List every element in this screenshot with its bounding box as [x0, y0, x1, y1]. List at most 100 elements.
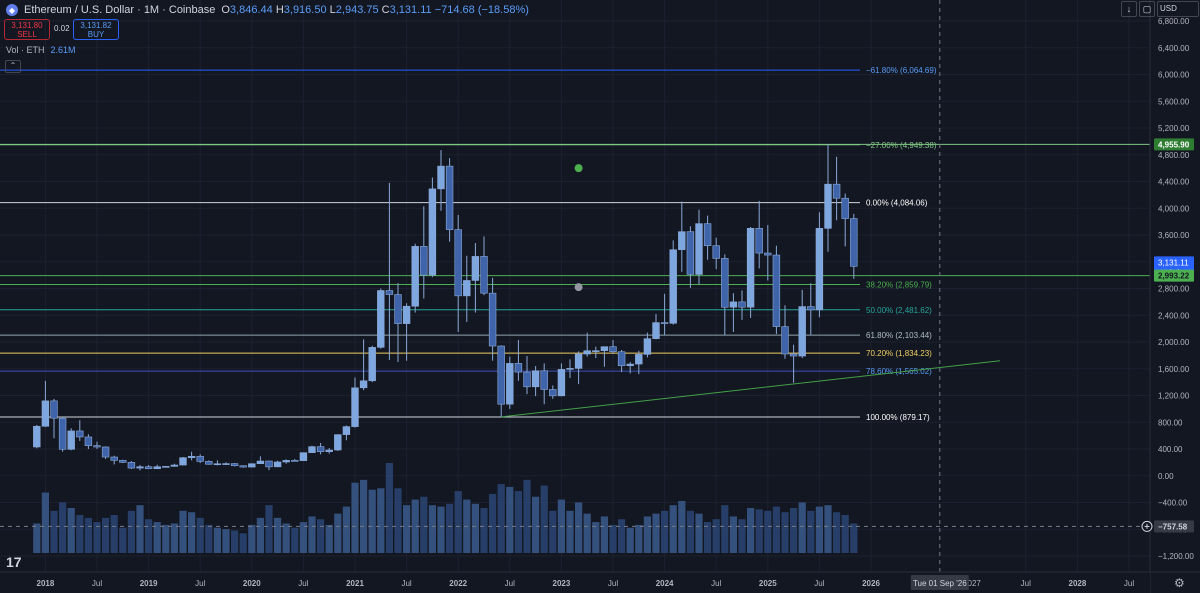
volume-bar: [626, 527, 634, 553]
fib-level-label: 38.20% (2,859.79): [866, 281, 932, 290]
candle-body: [144, 466, 153, 470]
volume-bar: [274, 517, 282, 553]
sell-button[interactable]: 3,131.80 SELL: [4, 19, 50, 40]
fib-level-label: 50.00% (2,481.62): [866, 306, 932, 315]
volume-bar: [489, 493, 497, 553]
candle-body: [600, 346, 609, 351]
volume-bar: [351, 482, 359, 553]
candle-body: [196, 456, 204, 462]
price-tick-label: 2,000.00: [1158, 338, 1190, 347]
candle-body: [67, 430, 75, 450]
candle-body: [574, 353, 583, 369]
candle-body: [136, 466, 144, 469]
low-value: 2,943.75: [335, 4, 379, 16]
time-tick-label: Jul: [1124, 579, 1134, 588]
candle-body: [617, 351, 626, 367]
volume-legend[interactable]: Vol · ETH 2.61M: [6, 45, 76, 55]
candle-body: [308, 446, 316, 453]
candle-body: [660, 322, 669, 324]
last-price-tag: 3,131.11: [1158, 258, 1189, 267]
candle-body: [282, 460, 290, 463]
candle-body: [437, 165, 445, 190]
volume-bar: [127, 510, 135, 553]
settings-gear-icon[interactable]: ⚙: [1174, 576, 1185, 590]
candle-body: [41, 400, 50, 427]
volume-bar: [635, 524, 643, 553]
time-tick-label: 2023: [553, 579, 571, 588]
price-axis: 6,800.00 6,400.00 6,000.00 5,600.00 5,200.00…: [1141, 17, 1194, 561]
volume-bar: [325, 524, 333, 553]
candle-body: [222, 463, 230, 465]
candle-body: [316, 446, 325, 452]
candle-body: [342, 426, 351, 435]
fib-level-label: 0.00% (4,084.06): [866, 199, 928, 208]
candle-body: [411, 246, 419, 307]
close-value: 3,131.11: [389, 4, 432, 16]
crosshair-date-tag-bg: [910, 575, 969, 590]
volume-bar: [342, 506, 350, 553]
candle-body: [110, 456, 118, 461]
candle-body: [583, 350, 591, 355]
time-tick-label: Jul: [298, 579, 308, 588]
low-label: L: [329, 4, 336, 16]
volume-bar: [506, 486, 514, 553]
price-tick-label: −1,200.00: [1158, 552, 1194, 561]
price-tick-label: 2,800.00: [1158, 285, 1190, 294]
volume-label: Vol · ETH: [6, 45, 45, 55]
crosshair-price-tag-bg: [1154, 520, 1194, 533]
candle-body: [471, 256, 480, 281]
currency-selector[interactable]: USD: [1157, 1, 1199, 17]
volume-bar: [652, 513, 660, 553]
download-arrow-button[interactable]: ↓: [1121, 1, 1137, 17]
volume-bar: [256, 517, 264, 553]
support-price-tag: 2,993.22: [1158, 272, 1190, 281]
volume-bar: [790, 508, 798, 553]
volume-bar: [540, 485, 548, 553]
candle-body: [497, 345, 505, 405]
candle-body: [58, 417, 67, 450]
volume-bar: [170, 523, 178, 553]
volume-bar: [231, 530, 239, 553]
price-tick-label: 4,400.00: [1158, 178, 1190, 187]
volume-bar: [471, 503, 479, 553]
symbol-title[interactable]: Ethereum / U.S. Dollar · 1M · Coinbase: [24, 4, 216, 16]
volume-bar: [334, 513, 342, 553]
candles-layer: [33, 144, 858, 471]
buy-button[interactable]: 3,131.82 BUY: [73, 19, 119, 40]
fullscreen-icon[interactable]: ▢: [1139, 1, 1155, 17]
candle-body: [523, 371, 531, 388]
candle-body: [385, 290, 394, 295]
price-tick-label: 0.00: [1158, 472, 1174, 481]
high-label: H: [275, 4, 284, 16]
price-tick-label: 1,200.00: [1158, 392, 1190, 401]
candle-body: [678, 231, 686, 251]
volume-bar: [93, 522, 101, 553]
volume-bar: [549, 510, 557, 553]
time-tick-label: 2020: [243, 579, 261, 588]
candle-body: [746, 228, 755, 308]
candle-body: [540, 370, 548, 390]
volume-bar: [721, 505, 729, 553]
tradingview-logo-icon[interactable]: 17: [6, 554, 22, 570]
volume-bar: [377, 488, 385, 553]
volume-bar: [669, 505, 677, 553]
collapse-legend-button[interactable]: ⌃: [5, 60, 21, 73]
candle-body: [127, 462, 136, 469]
candle-body: [248, 463, 256, 468]
volume-bar: [153, 522, 161, 553]
volume-bar: [781, 512, 789, 553]
time-axis-bg: [0, 572, 1150, 593]
volume-bar: [205, 524, 213, 553]
volume-bar: [772, 506, 780, 553]
volume-bar: [265, 505, 273, 553]
volume-bar: [514, 491, 522, 553]
time-tick-label: 2028: [1069, 579, 1087, 588]
time-axis: 2018 Jul 2019 Jul 2020 Jul 2021 Jul 2022 Jul 2023 J…: [37, 575, 1134, 590]
price-tick-label: 5,600.00: [1158, 97, 1190, 106]
candle-body: [84, 436, 93, 446]
volume-bar: [729, 516, 737, 553]
volume-bar: [188, 512, 196, 553]
price-tick-label: 6,800.00: [1158, 17, 1190, 26]
time-tick-label: Jul: [401, 579, 411, 588]
